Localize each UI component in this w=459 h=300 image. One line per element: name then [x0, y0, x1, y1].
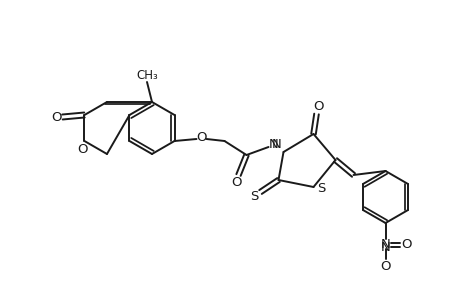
Text: O: O — [51, 110, 62, 124]
Text: O: O — [380, 260, 390, 272]
Text: O: O — [400, 238, 411, 251]
Text: O: O — [231, 176, 241, 190]
Text: S: S — [317, 182, 325, 196]
Text: N: N — [380, 238, 390, 251]
Text: CH₃: CH₃ — [136, 68, 157, 82]
Text: S: S — [250, 190, 258, 202]
Text: N: N — [380, 242, 390, 254]
Text: O: O — [196, 130, 206, 143]
Text: O: O — [77, 142, 88, 155]
Text: N: N — [268, 137, 278, 151]
Text: O: O — [313, 100, 323, 112]
Text: N: N — [271, 137, 281, 151]
